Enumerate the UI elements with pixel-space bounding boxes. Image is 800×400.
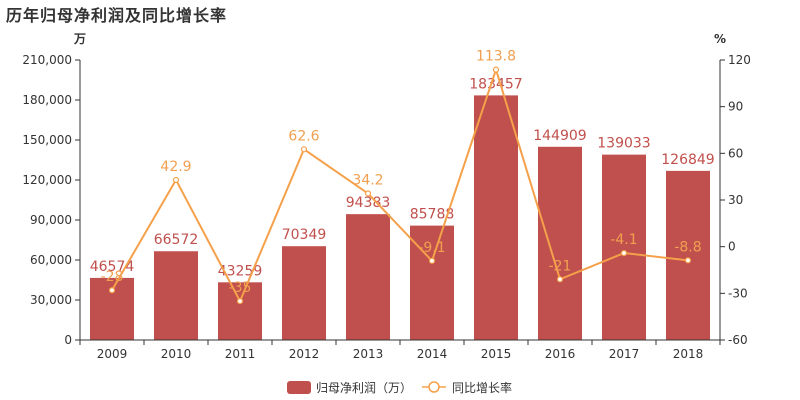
growth-rate-label: -21 xyxy=(549,258,572,274)
growth-rate-line xyxy=(111,66,689,304)
growth-rate-point xyxy=(684,257,692,264)
growth-rate-label: -4.1 xyxy=(610,232,637,248)
right-tick-label: -60 xyxy=(728,333,748,347)
x-tick-label: 2014 xyxy=(417,347,448,361)
legend-line-marker xyxy=(428,381,440,393)
growth-rate-point xyxy=(428,257,436,264)
growth-rate-point xyxy=(172,176,180,184)
growth-rate-point xyxy=(108,287,116,294)
left-tick-label: 30,000 xyxy=(30,293,72,307)
bar xyxy=(538,146,582,340)
growth-rate-point xyxy=(364,190,372,197)
x-tick-label: 2010 xyxy=(161,347,192,361)
bar xyxy=(474,95,518,341)
bar-value-label: 94383 xyxy=(346,195,391,211)
left-tick-label: 150,000 xyxy=(22,133,72,147)
growth-rate-point xyxy=(620,249,628,257)
legend-bar-label: 归母净利润（万） xyxy=(316,381,412,395)
x-tick-label: 2012 xyxy=(289,347,320,361)
legend-line-label: 同比增长率 xyxy=(452,380,512,395)
left-tick-label: 210,000 xyxy=(22,53,72,67)
right-tick-label: 120 xyxy=(728,53,751,67)
x-tick-label: 2017 xyxy=(609,347,640,361)
chart-title: 历年归母净利润及同比增长率 xyxy=(6,6,228,25)
left-tick-label: 0 xyxy=(64,333,72,347)
growth-rate-label: -8.8 xyxy=(674,239,701,255)
left-tick-label: 60,000 xyxy=(30,253,72,267)
growth-rate-label: 42.9 xyxy=(160,159,191,175)
legend-bar-swatch xyxy=(287,381,311,394)
bar-value-label: 126849 xyxy=(661,152,714,168)
bar xyxy=(282,246,326,340)
x-tick-label: 2018 xyxy=(673,347,704,361)
growth-rate-label: -9.1 xyxy=(418,240,445,256)
right-tick-label: 0 xyxy=(728,240,736,254)
left-tick-label: 120,000 xyxy=(22,173,72,187)
growth-rate-label: 62.6 xyxy=(288,128,319,144)
x-tick-label: 2013 xyxy=(353,347,384,361)
x-tick-label: 2016 xyxy=(545,347,576,361)
x-tick-label: 2015 xyxy=(481,347,512,361)
bar-value-label: 70349 xyxy=(282,227,327,243)
growth-rate-label: -35 xyxy=(229,280,252,296)
bar-value-label: 85788 xyxy=(410,207,455,223)
bar xyxy=(346,214,390,340)
bar-value-label: 139033 xyxy=(597,136,650,152)
growth-rate-point xyxy=(300,146,308,153)
growth-rate-point xyxy=(556,276,564,283)
right-tick-label: 30 xyxy=(728,193,743,207)
bar xyxy=(154,251,198,340)
x-tick-label: 2011 xyxy=(225,347,256,361)
bar xyxy=(218,282,262,340)
right-tick-label: 90 xyxy=(728,100,743,114)
growth-rate-label: 34.2 xyxy=(352,172,383,188)
growth-rate-label: 113.8 xyxy=(476,49,516,65)
bar-value-label: 66572 xyxy=(154,232,199,248)
growth-rate-point xyxy=(236,298,244,305)
left-tick-label: 90,000 xyxy=(30,213,72,227)
x-tick-label: 2009 xyxy=(97,347,128,361)
right-tick-label: 60 xyxy=(728,146,743,160)
bar-value-label: 144909 xyxy=(533,128,586,144)
growth-rate-point xyxy=(492,66,500,73)
growth-rate-label: -28 xyxy=(101,269,124,285)
bar xyxy=(602,154,646,340)
left-axis-unit: 万 xyxy=(73,32,86,46)
right-axis-unit: % xyxy=(714,32,726,46)
left-tick-label: 180,000 xyxy=(22,93,72,107)
bar-value-label: 183457 xyxy=(469,76,522,92)
right-tick-label: -30 xyxy=(728,286,748,300)
bar xyxy=(666,170,710,340)
